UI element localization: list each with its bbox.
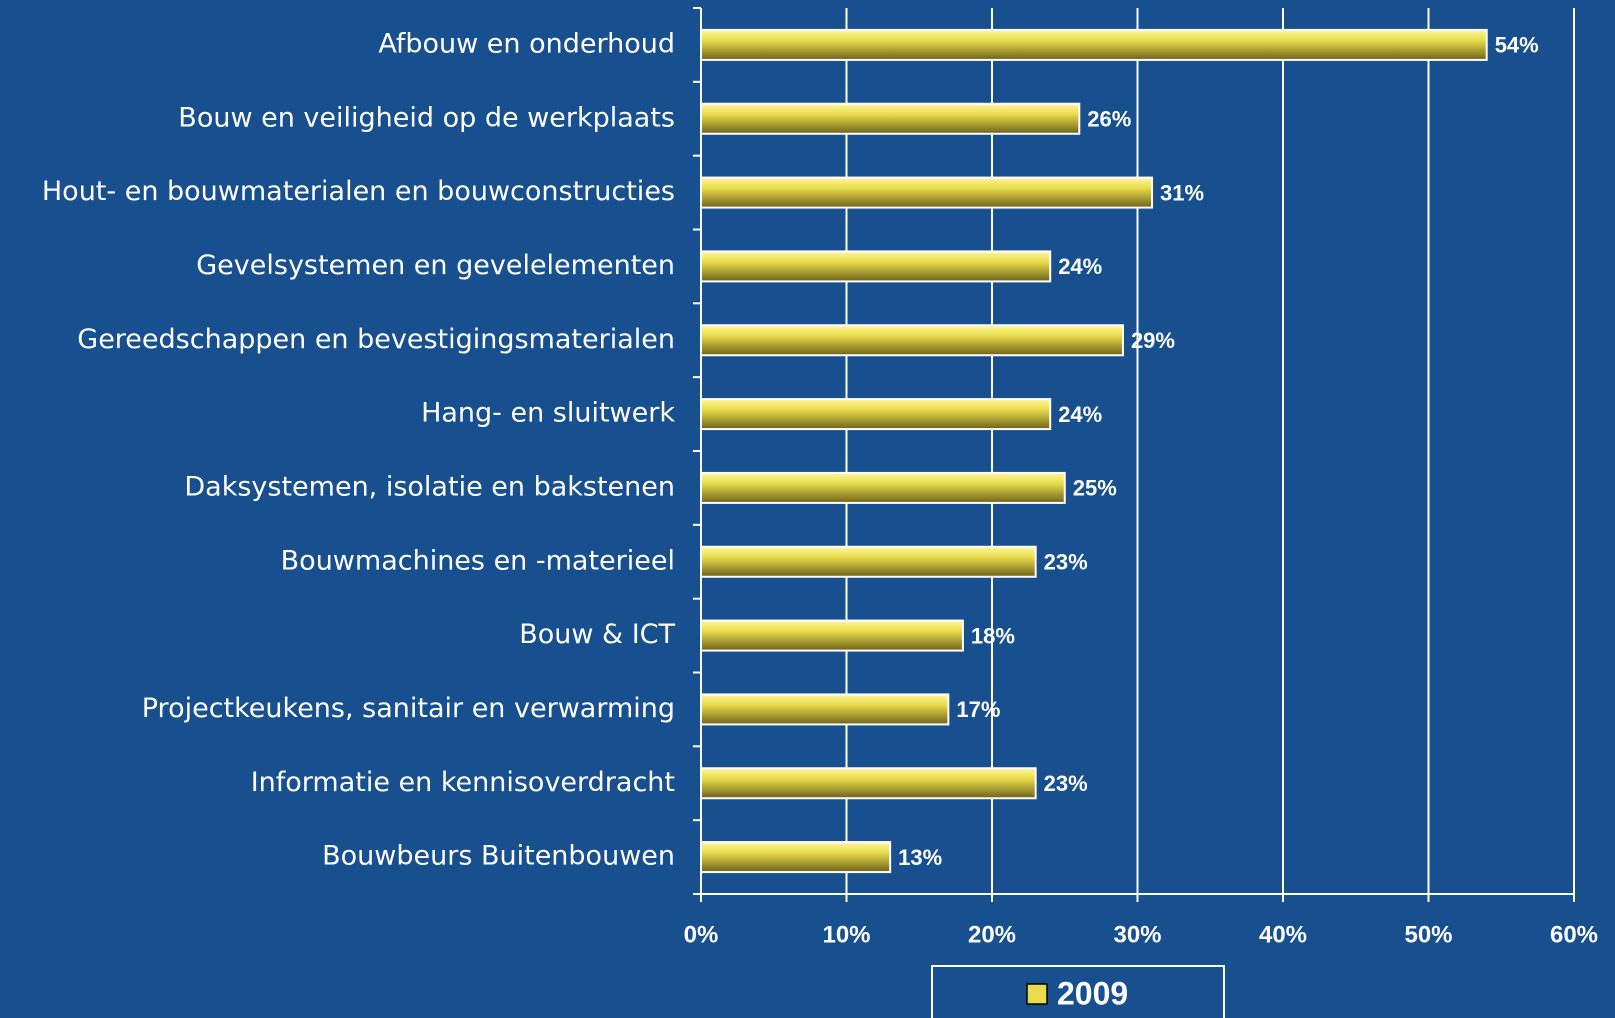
value-label: 31% — [1160, 180, 1204, 205]
category-label: Hang- en sluitwerk — [421, 398, 675, 429]
value-label: 29% — [1131, 328, 1175, 353]
category-label: Bouwmachines en -materieel — [281, 545, 675, 576]
legend-label: 2009 — [1057, 975, 1128, 1011]
value-label: 23% — [1044, 771, 1088, 796]
x-tick-label: 60% — [1550, 921, 1598, 948]
x-tick-label: 20% — [968, 921, 1016, 948]
category-label: Projectkeukens, sanitair en verwarming — [142, 693, 675, 724]
category-label: Gevelsystemen en gevelelementen — [196, 250, 675, 281]
legend-swatch — [1026, 983, 1048, 1005]
category-label: Gereedschappen en bevestigingsmaterialen — [77, 324, 675, 355]
bar — [700, 841, 892, 874]
bar — [700, 693, 950, 726]
legend-box — [931, 965, 1225, 1018]
value-label: 24% — [1058, 402, 1102, 427]
value-label: 54% — [1495, 33, 1539, 58]
category-label: Afbouw en onderhoud — [378, 28, 675, 59]
x-tick-label: 40% — [1259, 921, 1307, 948]
value-label: 18% — [971, 623, 1015, 648]
bar — [700, 545, 1037, 578]
value-label: 13% — [898, 845, 942, 870]
value-label: 26% — [1087, 107, 1131, 132]
value-label: 24% — [1058, 254, 1102, 279]
x-tick-label: 10% — [822, 921, 870, 948]
category-label: Hout- en bouwmaterialen en bouwconstruct… — [42, 176, 675, 207]
bar — [700, 28, 1488, 61]
bar — [700, 398, 1052, 431]
value-label: 23% — [1044, 550, 1088, 575]
value-label: 17% — [956, 697, 1000, 722]
category-label: Bouwbeurs Buitenbouwen — [322, 841, 675, 872]
x-tick-label: 30% — [1113, 921, 1161, 948]
bar — [700, 471, 1066, 504]
bar — [700, 767, 1037, 800]
bar — [700, 176, 1154, 209]
x-tick-label: 50% — [1404, 921, 1452, 948]
bar — [700, 619, 964, 652]
category-label: Bouw en veiligheid op de werkplaats — [178, 102, 675, 133]
category-label: Bouw & ICT — [519, 619, 675, 650]
value-label: 25% — [1073, 476, 1117, 501]
x-tick-label: 0% — [684, 921, 719, 948]
category-label: Informatie en kennisoverdracht — [251, 767, 675, 798]
bar — [700, 324, 1124, 357]
bar — [700, 102, 1081, 135]
bar — [700, 250, 1052, 283]
category-label: Daksystemen, isolatie en bakstenen — [184, 471, 675, 502]
